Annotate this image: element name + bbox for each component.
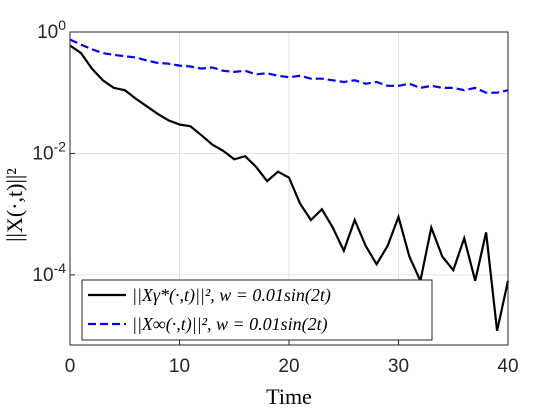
axes-frame <box>69 31 509 346</box>
x-tick-label: 20 <box>278 356 299 377</box>
legend-label: ||Xγ*(·,t)||², w = 0.01sin(2t) <box>132 285 331 306</box>
y-axis-label: ||X(·,t)||² <box>2 168 27 242</box>
y-tick-label: 10-2 <box>32 138 66 164</box>
series-line <box>69 44 510 332</box>
series-line <box>69 38 509 94</box>
legend-box <box>81 279 433 341</box>
y-tick-label: 10-4 <box>32 260 66 286</box>
y-tick-label: 100 <box>37 17 66 43</box>
x-tick-label: 10 <box>169 356 190 377</box>
x-tick-label: 30 <box>388 356 409 377</box>
x-tick-label: 40 <box>497 356 518 377</box>
x-axis-label: Time <box>266 384 312 409</box>
legend-label: ||X∞(·,t)||², w = 0.01sin(2t) <box>132 314 328 335</box>
x-tick-label: 0 <box>65 356 76 377</box>
